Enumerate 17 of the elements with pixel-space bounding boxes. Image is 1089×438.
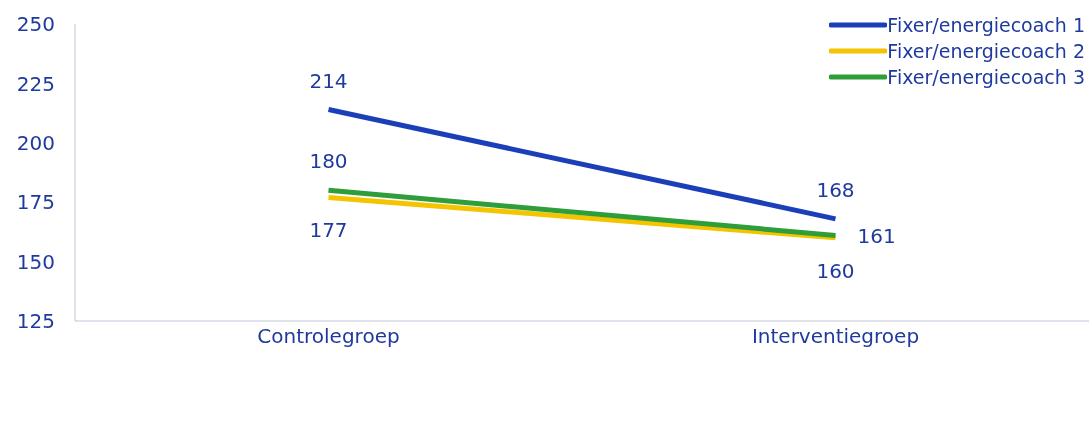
legend-label: Fixer/energiecoach 3: [887, 66, 1085, 88]
data-label: 161: [857, 224, 896, 249]
x-tick-label: Controlegroep: [257, 324, 400, 349]
legend-label: Fixer/energiecoach 1: [887, 14, 1085, 36]
data-label: 214: [309, 68, 348, 93]
y-tick-label: 175: [16, 190, 55, 215]
legend-label: Fixer/energiecoach 2: [887, 40, 1085, 62]
data-label: 177: [309, 218, 348, 243]
data-label: 180: [309, 149, 348, 174]
y-tick-label: 200: [16, 130, 55, 155]
y-tick-label: 125: [16, 309, 55, 334]
x-tick-label: Interventiegroep: [751, 324, 920, 349]
y-tick-label: 150: [16, 249, 55, 274]
y-tick-label: 250: [16, 12, 55, 37]
data-label: 168: [816, 177, 855, 202]
data-label: 160: [816, 258, 855, 283]
y-tick-label: 225: [16, 71, 55, 96]
